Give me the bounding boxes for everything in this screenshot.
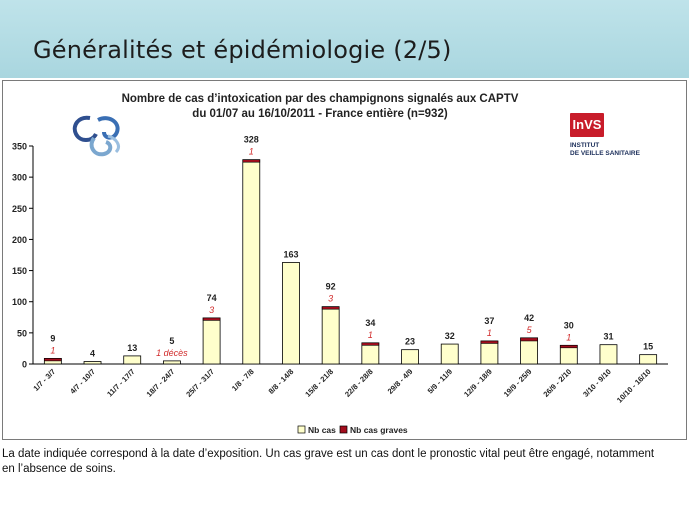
data-label: 163 <box>283 249 298 259</box>
legend-label-nb-cas: Nb cas <box>308 425 336 435</box>
bar-nb-cas <box>202 317 221 365</box>
invs-logo-mark: InVS <box>570 113 604 137</box>
bar-nb-cas-graves <box>480 340 499 344</box>
legend-label-nb-cas-graves: Nb cas graves <box>350 425 408 435</box>
bar-nb-cas-graves <box>321 306 340 310</box>
x-tick-label: 15/8 - 21/8 <box>303 367 335 399</box>
data-label: 32 <box>445 331 455 341</box>
bar-nb-cas <box>282 262 300 365</box>
data-label: 30 <box>564 320 574 330</box>
bar-nb-cas-graves <box>44 358 62 362</box>
grave-label: 5 <box>527 325 533 335</box>
bar-nb-cas <box>480 340 499 365</box>
data-label: 92 <box>326 282 336 292</box>
x-tick-label: 5/9 - 11/9 <box>426 367 454 395</box>
grave-label: 1 décès <box>156 348 188 358</box>
y-tick-label: 50 <box>17 328 27 338</box>
data-label: 23 <box>405 337 415 347</box>
data-label: 37 <box>484 316 494 326</box>
chart-title-line1: Nombre de cas d’intoxication par des cha… <box>121 93 519 105</box>
grave-label: 1 <box>487 328 492 338</box>
data-label: 4 <box>90 349 95 359</box>
x-tick-label: 1/7 - 3/7 <box>31 367 57 393</box>
y-tick-label: 200 <box>12 235 27 245</box>
footnote: La date indiquée correspond à la date d’… <box>2 448 655 475</box>
bar-nb-cas <box>163 360 181 365</box>
x-tick-label: 26/9 - 2/10 <box>541 367 573 399</box>
x-tick-label: 25/7 - 31/7 <box>184 367 216 399</box>
x-tick-label: 10/10 - 16/10 <box>615 367 653 405</box>
y-tick-label: 350 <box>12 142 27 152</box>
bar-nb-cas <box>440 343 459 365</box>
legend-swatch-nb-cas <box>297 425 306 434</box>
bar-nb-cas <box>242 159 261 365</box>
x-tick-label: 12/9 - 18/9 <box>462 367 494 399</box>
bar-nb-cas-graves <box>202 317 221 321</box>
x-tick-label: 4/7 - 10/7 <box>68 367 97 396</box>
bar-nb-cas <box>361 342 380 365</box>
bar-nb-cas-graves <box>559 345 578 349</box>
bar-nb-cas <box>321 306 340 365</box>
bar-nb-cas <box>401 349 419 365</box>
data-label: 34 <box>365 318 375 328</box>
grave-label: 3 <box>328 294 333 304</box>
chart-title-line2: du 01/07 au 16/10/2011 - France entière … <box>192 108 448 120</box>
slide-title: Généralités et épidémiologie (2/5) <box>33 36 452 64</box>
x-tick-label: 8/8 - 14/8 <box>267 367 296 396</box>
captv-logo <box>68 112 128 160</box>
x-tick-label: 18/7 - 24/7 <box>145 367 177 399</box>
bar-nb-cas <box>639 354 658 365</box>
bar-nb-cas <box>123 355 142 365</box>
bar-nb-cas-graves <box>520 337 538 342</box>
invs-logo-text: INSTITUT DE VEILLE SANITAIRE <box>570 142 640 157</box>
y-tick-label: 0 <box>22 360 27 370</box>
x-tick-label: 11/7 - 17/7 <box>105 367 136 398</box>
bar-nb-cas <box>599 344 618 365</box>
grave-label: 1 <box>566 332 571 342</box>
grave-label: 3 <box>209 305 214 315</box>
invs-logo: InVS INSTITUT DE VEILLE SANITAIRE <box>568 113 648 163</box>
bar-nb-cas-graves <box>242 159 261 163</box>
x-tick-label: 3/10 - 9/10 <box>581 367 613 399</box>
header-band <box>0 0 689 78</box>
x-tick-label: 22/8 - 28/8 <box>343 367 375 399</box>
grave-label: 1 <box>368 330 373 340</box>
bar-nb-cas-graves <box>361 342 380 346</box>
x-tick-label: 29/8 - 4/9 <box>386 367 415 396</box>
data-label: 9 <box>50 333 55 343</box>
bar-nb-cas <box>83 361 102 365</box>
data-label: 328 <box>244 135 259 145</box>
chart-title: Nombre de cas d’intoxication par des cha… <box>100 92 540 122</box>
bar-nb-cas <box>559 344 578 365</box>
y-tick-label: 300 <box>12 173 27 183</box>
x-tick-label: 19/9 - 25/9 <box>502 367 534 399</box>
data-label: 31 <box>603 332 613 342</box>
y-tick-label: 150 <box>12 266 27 276</box>
legend-swatch-nb-cas-graves <box>339 425 348 434</box>
grave-label: 1 <box>50 345 55 355</box>
data-label: 15 <box>643 342 653 352</box>
data-label: 42 <box>524 313 534 323</box>
grave-label: 1 <box>249 147 254 157</box>
bar-nb-cas <box>520 337 538 365</box>
data-label: 74 <box>207 293 217 303</box>
y-tick-label: 100 <box>12 297 27 307</box>
data-label: 13 <box>127 343 137 353</box>
y-tick-label: 250 <box>12 204 27 214</box>
data-label: 5 <box>169 336 174 346</box>
x-tick-label: 1/8 - 7/8 <box>230 367 256 393</box>
